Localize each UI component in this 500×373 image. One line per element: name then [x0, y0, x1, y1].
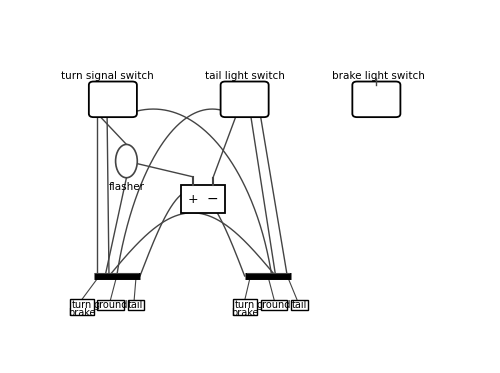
Bar — [128, 300, 144, 310]
Bar — [261, 300, 287, 310]
Text: tail light switch: tail light switch — [204, 70, 284, 81]
Text: flasher: flasher — [108, 182, 144, 192]
Text: turn signal switch: turn signal switch — [60, 70, 154, 81]
Text: −: − — [207, 192, 218, 206]
Bar — [233, 299, 257, 315]
Text: tail: tail — [128, 300, 144, 310]
Text: brake: brake — [68, 308, 96, 319]
Bar — [291, 300, 308, 310]
Ellipse shape — [116, 144, 138, 178]
Bar — [70, 299, 94, 315]
Text: turn: turn — [235, 300, 255, 310]
Text: +: + — [188, 192, 198, 206]
Text: tail: tail — [292, 300, 307, 310]
Bar — [98, 300, 124, 310]
FancyBboxPatch shape — [220, 82, 268, 117]
Bar — [180, 185, 225, 213]
Text: turn: turn — [72, 300, 92, 310]
Text: ground: ground — [94, 300, 128, 310]
Text: brake: brake — [232, 308, 259, 319]
Text: brake light switch: brake light switch — [332, 70, 425, 81]
FancyBboxPatch shape — [89, 82, 137, 117]
FancyBboxPatch shape — [352, 82, 401, 117]
Text: ground: ground — [257, 300, 292, 310]
